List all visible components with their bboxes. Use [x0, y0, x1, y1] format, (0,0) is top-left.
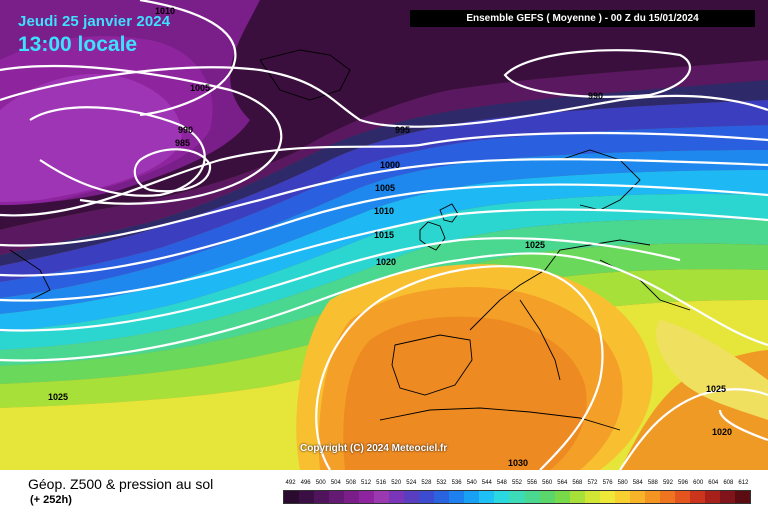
legend-swatch [569, 491, 585, 503]
legend-swatch [734, 491, 750, 503]
isobar-label: 1005 [375, 183, 396, 193]
legend-swatch [494, 491, 510, 503]
isobar-label: 990 [178, 125, 194, 135]
legend-swatch [584, 491, 600, 503]
legend-label: 516 [376, 480, 387, 486]
legend-label: 520 [391, 480, 402, 486]
legend-label: 612 [738, 480, 749, 486]
legend-swatch [554, 491, 570, 503]
legend-label: 576 [602, 480, 613, 486]
legend-label: 600 [693, 480, 704, 486]
legend-label: 524 [406, 480, 417, 486]
legend-swatch [359, 491, 375, 503]
legend-label: 536 [451, 480, 462, 486]
isobar-label: 1015 [374, 230, 395, 240]
isobars [0, 0, 768, 470]
forecast-time: 13:00 locale [18, 33, 138, 56]
weather-map [0, 0, 768, 470]
legend-label: 608 [723, 480, 734, 486]
legend-swatch [464, 491, 480, 503]
legend-label: 552 [511, 480, 523, 486]
legend-swatch [374, 491, 390, 503]
legend-label: 508 [345, 480, 356, 486]
legend-label: 572 [587, 480, 598, 486]
legend-swatch [659, 491, 675, 503]
legend-swatch [299, 491, 315, 503]
legend-label: 564 [557, 480, 568, 486]
legend-swatch [404, 491, 420, 503]
isobar-label: 1025 [48, 392, 69, 402]
forecast-date: Jeudi 25 janvier 2024 [18, 13, 171, 30]
legend-label: 588 [647, 480, 658, 486]
legend-swatch [344, 491, 360, 503]
legend-label: 596 [678, 480, 689, 486]
legend-swatch [329, 491, 345, 503]
isobar-label: 985 [175, 138, 191, 148]
isobar-label: 1000 [380, 160, 401, 170]
legend-label: 592 [662, 480, 673, 486]
isobar-label: 1030 [508, 458, 529, 468]
legend-label: 528 [421, 480, 432, 486]
legend-label: 544 [481, 480, 492, 486]
legend-label: 568 [572, 480, 583, 486]
legend-label: 492 [285, 480, 296, 486]
legend-swatch [479, 491, 495, 503]
isobar-label: 995 [395, 125, 411, 135]
legend-swatch [284, 491, 300, 503]
isobar-label: 990 [588, 91, 604, 101]
legend-swatch [644, 491, 660, 503]
legend-labels: 492 496 500 504 508 512 516 520 524 528 532 536 540 5… [283, 480, 751, 489]
legend-swatch [539, 491, 555, 503]
isobar-label: 1005 [190, 83, 211, 93]
legend-swatch [434, 491, 450, 503]
legend-swatch [674, 491, 690, 503]
legend-label: 548 [496, 480, 507, 486]
legend-label: 504 [330, 480, 341, 486]
legend-label: 580 [617, 480, 628, 486]
color-legend [283, 490, 751, 504]
isobar-label: 1020 [376, 257, 397, 267]
legend-swatch [689, 491, 705, 503]
legend-label: 500 [315, 480, 326, 486]
legend-swatch [629, 491, 645, 503]
legend-swatch [719, 491, 735, 503]
copyright-notice: Copyright (C) 2024 Meteociel.fr [300, 443, 448, 454]
legend-swatch [449, 491, 465, 503]
legend-swatch [524, 491, 540, 503]
legend-label: 604 [708, 480, 719, 486]
legend-label: 496 [300, 480, 311, 486]
legend-label: 584 [632, 480, 643, 486]
model-run-info: Ensemble GEFS ( Moyenne ) - 00 Z du 15/0… [410, 10, 755, 27]
isobar-label: 1010 [155, 6, 176, 16]
legend-swatch [599, 491, 615, 503]
forecast-lead-time: (+ 252h) [30, 494, 72, 506]
legend-swatch [509, 491, 525, 503]
isobar-label: 1020 [712, 427, 733, 437]
legend-label: 540 [466, 480, 477, 486]
map-title: Géop. Z500 & pression au sol [28, 476, 214, 492]
legend-label: 512 [361, 480, 372, 486]
legend-label: 560 [542, 480, 553, 486]
isobar-label: 1025 [525, 240, 546, 250]
legend-label: 532 [436, 480, 447, 486]
legend-label: 556 [527, 480, 538, 486]
legend-swatch [704, 491, 720, 503]
isobar-label: 1010 [374, 206, 395, 216]
legend-swatch [614, 491, 630, 503]
legend-swatch [419, 491, 435, 503]
legend-swatch [314, 491, 330, 503]
isobar-label: 1025 [706, 384, 727, 394]
legend-swatch [389, 491, 405, 503]
